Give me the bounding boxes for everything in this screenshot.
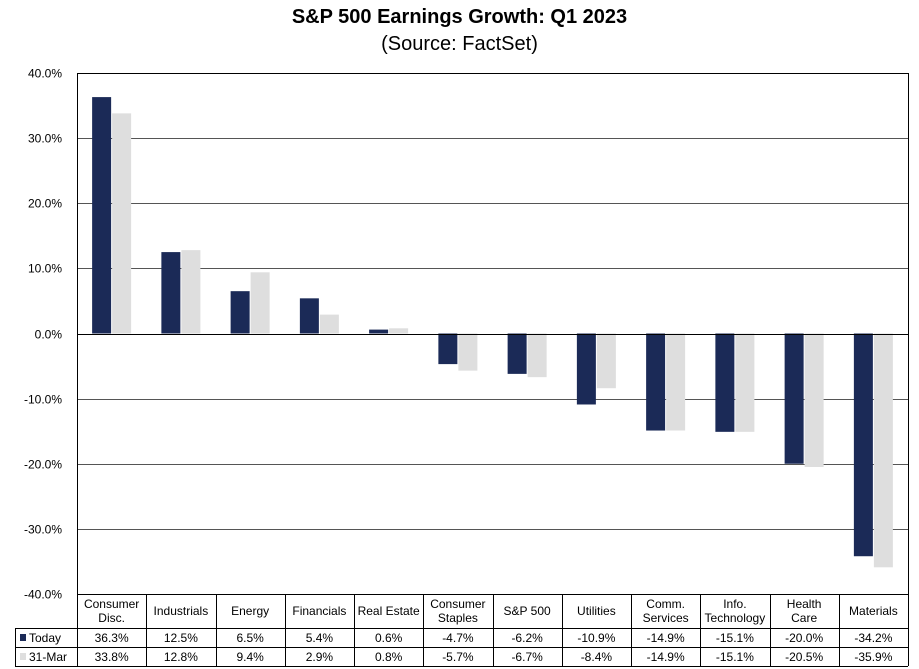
data-label: -4.7% bbox=[442, 631, 474, 645]
y-tick-label: -30.0% bbox=[24, 523, 62, 537]
bar-mar31-11 bbox=[873, 333, 893, 568]
category-label: Staples bbox=[438, 611, 478, 625]
bar-today-3 bbox=[299, 298, 319, 334]
data-label: 12.5% bbox=[164, 631, 198, 645]
data-label: 9.4% bbox=[236, 650, 264, 664]
y-tick-label: 30.0% bbox=[28, 132, 62, 146]
category-label: Consumer bbox=[430, 597, 485, 611]
category-label: Real Estate bbox=[358, 604, 420, 618]
category-label: Financials bbox=[292, 604, 346, 618]
data-label: 12.8% bbox=[164, 650, 198, 664]
data-label: -14.9% bbox=[647, 650, 685, 664]
bar-mar31-6 bbox=[527, 333, 547, 378]
category-label: Comm. bbox=[646, 597, 685, 611]
category-label: Care bbox=[791, 611, 817, 625]
bar-mar31-0 bbox=[112, 113, 132, 334]
data-label: -10.9% bbox=[577, 631, 615, 645]
category-label: Industrials bbox=[154, 604, 209, 618]
data-label: 5.4% bbox=[306, 631, 334, 645]
y-tick-label: 0.0% bbox=[35, 328, 63, 342]
data-label: 33.8% bbox=[95, 650, 129, 664]
y-tick-label: -10.0% bbox=[24, 393, 62, 407]
category-label: Disc. bbox=[98, 611, 125, 625]
y-tick-label: -40.0% bbox=[24, 588, 62, 602]
bar-today-10 bbox=[784, 333, 804, 464]
bar-mar31-9 bbox=[735, 333, 755, 432]
bars bbox=[92, 97, 893, 568]
data-label: 0.8% bbox=[375, 650, 403, 664]
category-label: Utilities bbox=[577, 604, 616, 618]
bar-mar31-7 bbox=[596, 333, 616, 389]
data-label: -35.9% bbox=[854, 650, 892, 664]
bar-mar31-1 bbox=[181, 250, 201, 334]
bar-mar31-4 bbox=[389, 328, 409, 334]
chart-subtitle: (Source: FactSet) bbox=[381, 33, 538, 55]
data-label: -8.4% bbox=[581, 650, 613, 664]
data-label: 6.5% bbox=[236, 631, 264, 645]
data-label: 2.9% bbox=[306, 650, 334, 664]
legend-label: 31-Mar bbox=[29, 650, 67, 664]
bar-today-4 bbox=[369, 329, 389, 334]
gridlines bbox=[77, 73, 908, 530]
category-label: Health bbox=[787, 597, 822, 611]
chart-title: S&P 500 Earnings Growth: Q1 2023 bbox=[291, 6, 628, 28]
data-label: -6.2% bbox=[511, 631, 543, 645]
bar-mar31-3 bbox=[319, 314, 339, 334]
data-label: -15.1% bbox=[716, 650, 754, 664]
bar-mar31-2 bbox=[250, 272, 270, 334]
legend-key-today bbox=[20, 634, 26, 641]
category-label: S&P 500 bbox=[504, 604, 551, 618]
data-label: -34.2% bbox=[854, 631, 892, 645]
category-label: Energy bbox=[231, 604, 269, 618]
data-label: -6.7% bbox=[511, 650, 543, 664]
bar-today-1 bbox=[161, 252, 181, 334]
data-label: -15.1% bbox=[716, 631, 754, 645]
y-tick-label: -20.0% bbox=[24, 458, 62, 472]
bar-today-9 bbox=[715, 333, 735, 432]
data-label: -5.7% bbox=[442, 650, 474, 664]
data-label: -14.9% bbox=[647, 631, 685, 645]
bar-today-2 bbox=[230, 291, 250, 334]
bar-today-6 bbox=[507, 333, 527, 374]
data-label: -20.5% bbox=[785, 650, 823, 664]
category-label: Info. bbox=[723, 597, 746, 611]
axes bbox=[77, 73, 909, 595]
bar-mar31-10 bbox=[804, 333, 824, 468]
bar-today-8 bbox=[646, 333, 666, 431]
y-tick-label: 20.0% bbox=[28, 197, 62, 211]
legend-label: Today bbox=[29, 631, 61, 645]
legend-key-mar31 bbox=[20, 653, 26, 660]
y-tick-label: 10.0% bbox=[28, 262, 62, 276]
data-label: 0.6% bbox=[375, 631, 403, 645]
category-label: Consumer bbox=[84, 597, 139, 611]
data-label: -20.0% bbox=[785, 631, 823, 645]
y-axis-tick-labels: 40.0% 30.0% 20.0% 10.0% 0.0% -10.0% -20.0% -30.… bbox=[24, 67, 62, 602]
bar-today-0 bbox=[92, 97, 112, 334]
data-label: 36.3% bbox=[95, 631, 129, 645]
bar-mar31-5 bbox=[458, 333, 478, 371]
y-tick-label: 40.0% bbox=[28, 67, 62, 81]
bar-today-5 bbox=[438, 333, 458, 365]
category-label: Materials bbox=[849, 604, 898, 618]
category-label: Technology bbox=[705, 611, 766, 625]
category-label: Services bbox=[643, 611, 689, 625]
bar-mar31-8 bbox=[666, 333, 686, 431]
bar-today-7 bbox=[576, 333, 596, 405]
bar-today-11 bbox=[853, 333, 873, 557]
